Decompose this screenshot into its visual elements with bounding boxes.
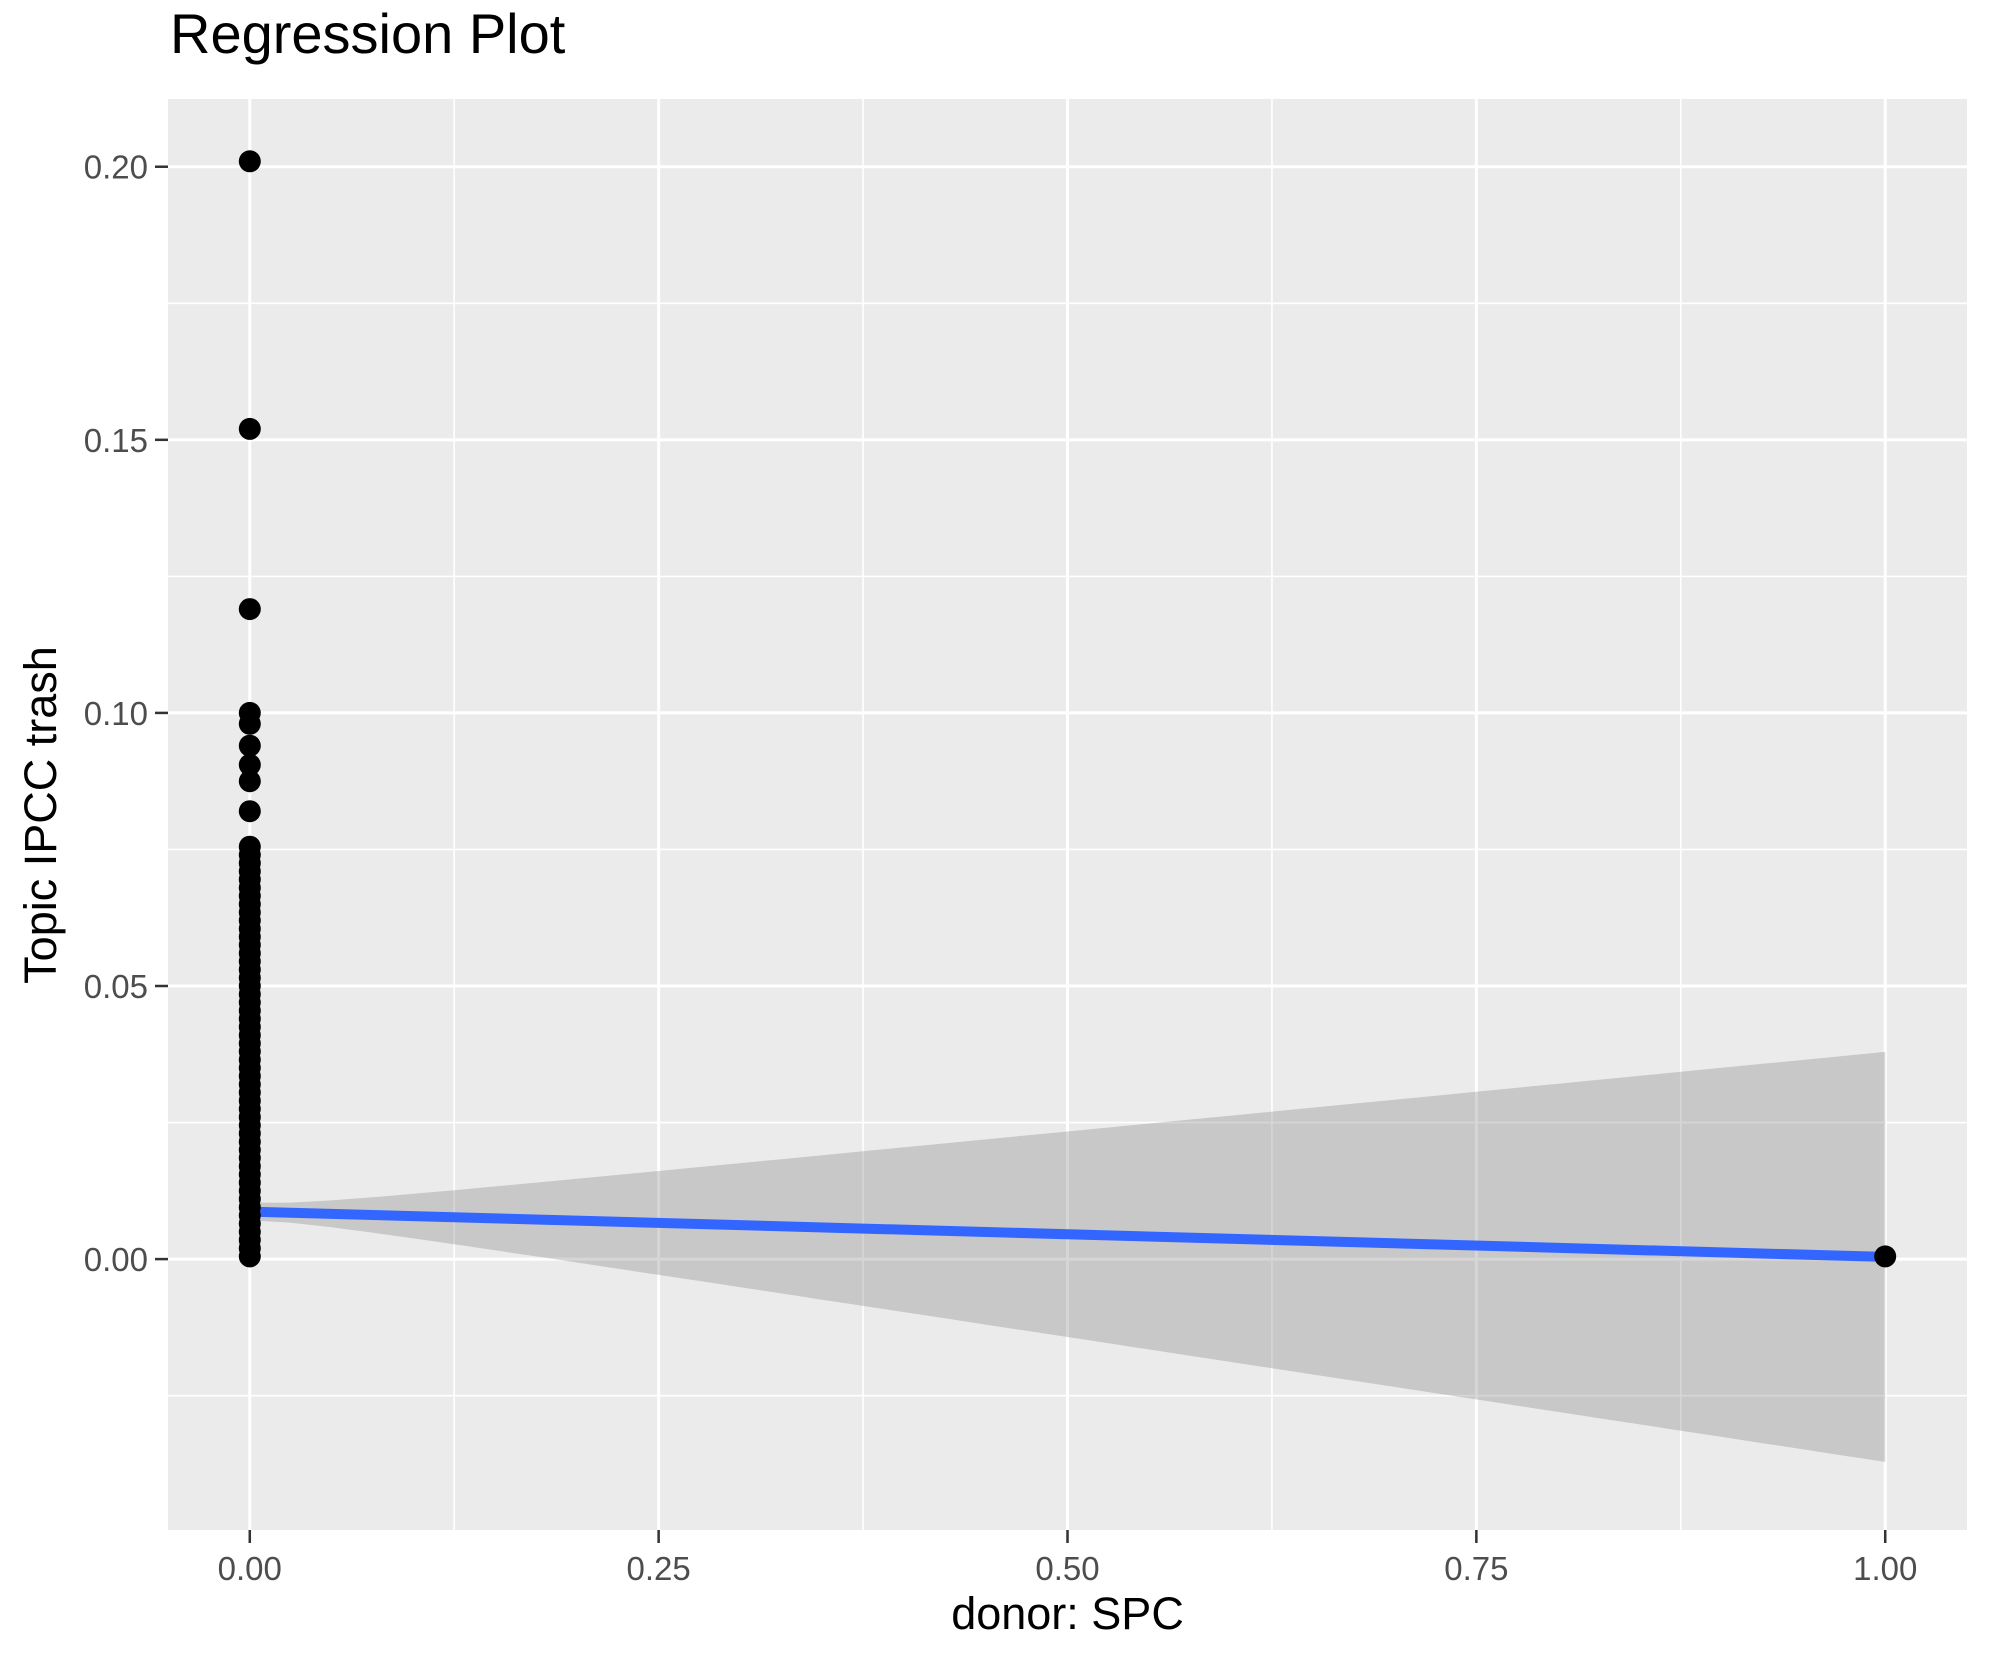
y-tick-label: 0.20: [84, 149, 148, 186]
confidence-ribbon: [249, 1051, 1886, 1462]
y-tick-label: 0.15: [84, 422, 148, 459]
data-point: [238, 417, 261, 440]
x-tick-label: 0.75: [1444, 1550, 1508, 1587]
data-point: [238, 712, 261, 735]
y-tick-label: 0.00: [84, 1241, 148, 1278]
data-point: [1874, 1245, 1897, 1268]
data-point: [238, 800, 261, 823]
x-axis-title: donor: SPC: [951, 1588, 1184, 1639]
x-axis-tick-labels: 0.00 0.25 0.50 0.75 1.00: [218, 1550, 1918, 1587]
y-axis-title: Topic IPCC trash: [15, 645, 66, 984]
x-tick-label: 0.00: [218, 1550, 282, 1587]
regression-line: [249, 1206, 1886, 1262]
y-tick-label: 0.05: [84, 968, 148, 1005]
data-point: [238, 1245, 261, 1268]
x-tick-label: 0.50: [1035, 1550, 1099, 1587]
x-tick-label: 1.00: [1853, 1550, 1917, 1587]
data-point: [238, 770, 261, 793]
plot-title: Regression Plot: [170, 2, 566, 65]
data-point: [238, 734, 261, 757]
y-tick-label: 0.10: [84, 695, 148, 732]
data-point: [238, 753, 261, 776]
scatter-points: [238, 150, 1897, 1268]
x-tick-label: 0.25: [627, 1550, 691, 1587]
data-point: [238, 150, 261, 173]
y-axis-tick-labels: 0.00 0.05 0.10 0.15 0.20: [84, 149, 148, 1278]
data-point: [238, 598, 261, 621]
y-axis-title-wrap: Topic IPCC trash: [0, 99, 82, 1530]
axis-tick-marks: [155, 165, 1887, 1543]
